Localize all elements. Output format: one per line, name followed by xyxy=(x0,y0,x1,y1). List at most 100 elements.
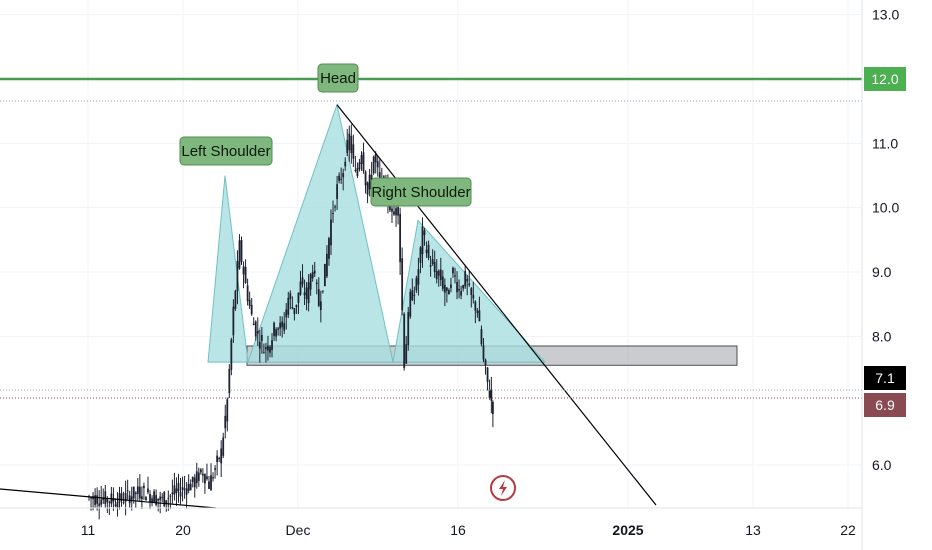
candle-body xyxy=(236,260,239,292)
candle-body xyxy=(130,496,133,501)
candle-body xyxy=(147,488,149,493)
candle-body xyxy=(338,175,341,181)
candle-body xyxy=(362,152,365,172)
candle-body xyxy=(395,208,397,216)
candle-body xyxy=(159,496,162,501)
candle-body xyxy=(397,207,399,216)
candle-body xyxy=(328,238,330,259)
candle-body xyxy=(295,304,298,307)
candle-body xyxy=(344,161,347,167)
candle-body xyxy=(366,182,369,195)
candle-body xyxy=(452,267,454,274)
candle-body xyxy=(323,263,326,287)
candle-body xyxy=(204,474,206,484)
candle-body xyxy=(108,501,111,503)
candle-body xyxy=(315,282,318,285)
candle-body xyxy=(435,270,438,280)
candle-body xyxy=(372,156,375,174)
candle-body xyxy=(193,477,196,488)
candle-body xyxy=(448,290,450,295)
candle-body xyxy=(212,477,214,479)
candle-body xyxy=(460,291,463,296)
candle-body xyxy=(285,309,288,318)
candle-body xyxy=(289,293,292,299)
y-tick-label: 10.0 xyxy=(872,200,899,216)
price-badges: 12.0 7.1 6.9 xyxy=(864,67,906,417)
last-price-badge-text: 7.1 xyxy=(875,370,895,386)
candle-body xyxy=(409,291,412,317)
candle-body xyxy=(201,473,204,476)
candle-body xyxy=(311,272,314,279)
candle-body xyxy=(439,269,442,280)
candle-body xyxy=(281,321,284,328)
candle-body xyxy=(260,335,263,341)
candle-body xyxy=(252,323,255,326)
candle-body xyxy=(488,389,491,399)
candle-body xyxy=(458,289,460,291)
candle-body xyxy=(445,287,448,291)
candle-body xyxy=(376,161,379,168)
candle-body xyxy=(116,501,119,508)
candle-body xyxy=(254,321,257,337)
candle-body xyxy=(486,367,489,382)
candle-body xyxy=(102,498,105,500)
candle-body xyxy=(431,259,434,264)
downtrend-line[interactable] xyxy=(336,104,657,506)
candle-body xyxy=(90,497,92,499)
candle-body xyxy=(330,219,332,246)
candle-body xyxy=(443,285,446,293)
candle-body xyxy=(145,497,147,501)
candle-body xyxy=(161,496,164,498)
candle-body xyxy=(470,287,473,295)
candle-body xyxy=(423,230,426,236)
head-label-text: Head xyxy=(320,70,356,87)
head-label[interactable]: Head xyxy=(317,63,359,93)
candle-body xyxy=(297,292,300,303)
candle-body xyxy=(273,322,275,336)
candle-body xyxy=(173,485,176,495)
annotations-layer: Left Shoulder Head Right Shoulder xyxy=(179,63,472,207)
candle-body xyxy=(368,174,371,190)
candle-body xyxy=(96,495,99,504)
candle-body xyxy=(122,502,125,504)
candle-body xyxy=(437,270,440,276)
left-shoulder-label[interactable]: Left Shoulder xyxy=(179,136,273,166)
candle-body xyxy=(240,240,243,262)
x-axis[interactable]: 11 20 Dec 16 2025 13 22 xyxy=(81,522,856,538)
candle-body xyxy=(167,498,170,500)
y-tick-label: 11.0 xyxy=(872,135,898,151)
candle-body xyxy=(242,266,245,275)
support-trendline[interactable] xyxy=(0,488,217,509)
candle-body xyxy=(132,486,135,499)
lightning-icon xyxy=(490,475,516,501)
candle-body xyxy=(230,339,233,370)
candle-body xyxy=(415,278,418,291)
candle-body xyxy=(427,244,430,259)
candle-body xyxy=(313,270,316,274)
left-shoulder-label-text: Left Shoulder xyxy=(181,143,270,160)
candle-body xyxy=(319,301,322,311)
candle-body xyxy=(218,457,221,459)
candle-body xyxy=(466,278,469,282)
candle-body xyxy=(405,344,408,364)
resistance-badge: 12.0 xyxy=(864,67,906,91)
resistance-badge-box xyxy=(864,67,906,91)
candle-body xyxy=(350,135,353,154)
candle-body xyxy=(256,330,259,334)
right-shoulder-label[interactable]: Right Shoulder xyxy=(370,177,472,207)
y-tick-label: 13.0 xyxy=(872,7,899,23)
x-tick-label: 16 xyxy=(450,522,466,538)
candle-body xyxy=(189,483,192,491)
candle-body xyxy=(340,178,343,180)
candle-body xyxy=(153,491,155,504)
candle-body xyxy=(277,328,280,330)
candle-body xyxy=(228,368,231,394)
candle-body xyxy=(175,488,178,493)
candle-body xyxy=(238,240,241,269)
candle-body xyxy=(199,469,202,473)
candle-body xyxy=(126,490,129,492)
candle-body xyxy=(407,312,410,346)
candles-layer xyxy=(88,124,494,520)
candle-body xyxy=(411,290,414,301)
